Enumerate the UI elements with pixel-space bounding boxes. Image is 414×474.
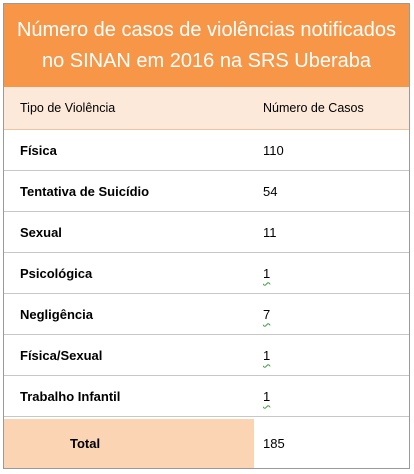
row-case-count: 54: [263, 183, 278, 199]
table-row: Física/Sexual 1: [4, 335, 409, 376]
table-row: Negligência 7: [4, 294, 409, 335]
table-row: Psicológica 1: [4, 253, 409, 294]
row-violence-type: Física/Sexual: [20, 347, 103, 363]
title-line-1: Número de casos de violências notificado…: [16, 19, 397, 41]
case-count-value: 1: [263, 265, 271, 281]
total-row: Total 185: [4, 419, 409, 468]
header-case-count: Número de Casos: [263, 101, 364, 115]
case-count-value: 1: [263, 347, 271, 363]
row-case-count: 110: [263, 142, 284, 158]
case-count-value: 7: [263, 306, 271, 322]
total-label: Total: [4, 419, 254, 468]
row-violence-type: Psicológica: [20, 265, 93, 281]
row-case-count: 1: [263, 253, 403, 293]
table-figure: Número de casos de violências notificado…: [3, 3, 410, 469]
row-violence-type: Negligência: [20, 306, 93, 322]
row-case-count: 7: [263, 294, 403, 334]
row-case-count: 1: [263, 335, 403, 375]
table-header-row: Tipo de Violência Número de Casos: [4, 87, 409, 130]
case-count-value: 1: [263, 388, 271, 404]
table-row: Trabalho Infantil 1: [4, 376, 409, 417]
table-row: Física 110: [4, 130, 409, 171]
row-violence-type: Física: [20, 142, 57, 158]
row-violence-type: Tentativa de Suicídio: [20, 183, 150, 199]
table-row: Tentativa de Suicídio 54: [4, 171, 409, 212]
table-title: Número de casos de violências notificado…: [4, 4, 409, 87]
total-value: 185: [254, 419, 409, 468]
row-case-count: 11: [263, 224, 277, 240]
table-row: Sexual 11: [4, 212, 409, 253]
row-violence-type: Sexual: [20, 224, 62, 240]
row-violence-type: Trabalho Infantil: [20, 388, 121, 404]
header-violence-type: Tipo de Violência: [20, 101, 116, 115]
row-case-count: 1: [263, 376, 403, 416]
title-line-2: no SINAN em 2016 na SRS Uberaba: [41, 50, 372, 72]
